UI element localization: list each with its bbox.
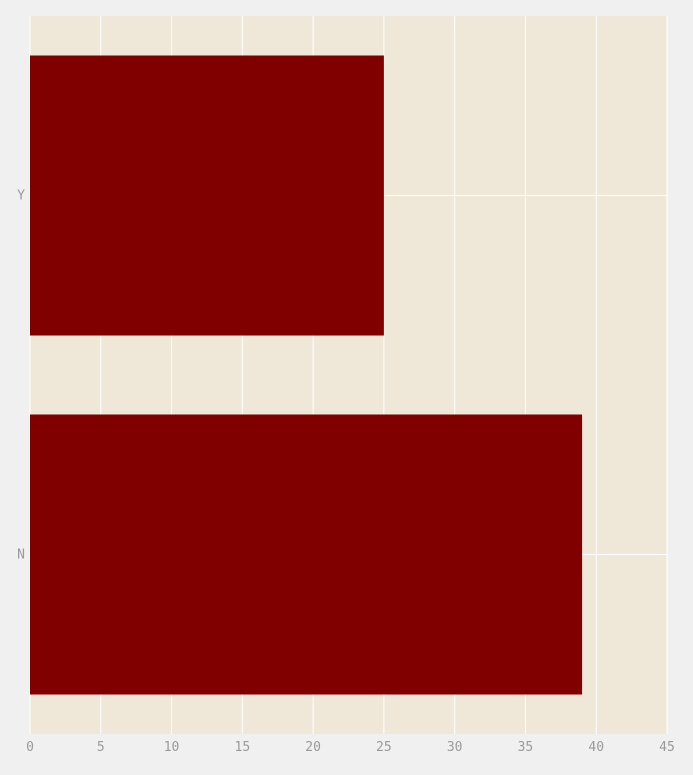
y-axis-ticks: YN: [17, 189, 25, 563]
x-axis-ticks: 0 5 10 15 20 25 30 35 40 45: [26, 740, 675, 755]
x-tick-label-0: 0: [26, 740, 34, 755]
x-tick-label-45: 45: [659, 740, 675, 755]
y-tick-label-N: N: [17, 548, 25, 563]
bars: [30, 55, 583, 695]
x-tick-label-10: 10: [164, 740, 180, 755]
x-tick-label-35: 35: [518, 740, 534, 755]
y-tick-label-Y: Y: [17, 189, 25, 204]
bar-Y: [30, 55, 384, 336]
x-tick-label-15: 15: [235, 740, 251, 755]
x-tick-label-25: 25: [376, 740, 392, 755]
x-tick-label-20: 20: [305, 740, 321, 755]
x-tick-label-40: 40: [588, 740, 604, 755]
bar-N: [30, 414, 583, 695]
x-tick-label-5: 5: [97, 740, 105, 755]
x-tick-label-30: 30: [447, 740, 463, 755]
